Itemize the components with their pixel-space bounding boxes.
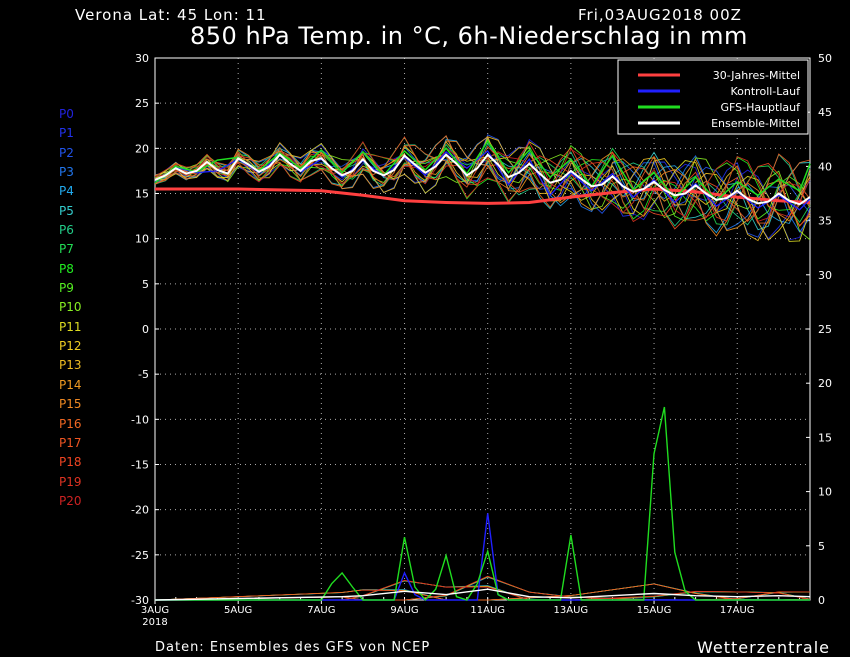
y-tick-label-left: -30 [131, 594, 149, 607]
member-label-p3: P3 [59, 165, 74, 180]
y-tick-label-left: -20 [131, 504, 149, 517]
y-tick-label-left: 0 [142, 323, 149, 336]
member-label-p1: P1 [59, 126, 74, 141]
brand-label: Wetterzentrale [697, 638, 831, 657]
y-tick-label-left: -25 [131, 549, 149, 562]
y-tick-label-left: -15 [131, 459, 149, 472]
member-label-p5: P5 [59, 203, 74, 218]
member-label-p7: P7 [59, 242, 74, 257]
member-label-p15: P15 [59, 397, 82, 412]
member-label-p16: P16 [59, 416, 82, 431]
legend-label: 30-Jahres-Mittel [713, 69, 800, 82]
y-tick-label-right: 40 [818, 160, 832, 173]
y-tick-label-left: 25 [135, 97, 149, 110]
member-label-p19: P19 [59, 474, 82, 489]
x-tick-label: 5AUG [224, 605, 252, 616]
legend-label: Ensemble-Mittel [711, 117, 800, 130]
x-tick-label: 17AUG [720, 605, 755, 616]
member-label-p13: P13 [59, 358, 82, 373]
control-run-line [154, 150, 811, 211]
y-tick-label-left: -5 [138, 368, 149, 381]
member-temp-line [154, 141, 811, 241]
member-label-p9: P9 [59, 281, 74, 296]
y-tick-label-right: 25 [818, 323, 832, 336]
y-tick-label-left: 30 [135, 52, 149, 65]
member-label-p17: P17 [59, 435, 82, 450]
location-label: Verona Lat: 45 Lon: 11 [75, 6, 267, 24]
member-temp-line [154, 144, 811, 230]
y-tick-label-right: 5 [818, 540, 825, 553]
gfs-precip-line [155, 406, 810, 602]
member-label-p11: P11 [59, 319, 82, 334]
y-tick-label-left: 5 [142, 278, 149, 291]
member-label-p6: P6 [59, 223, 74, 238]
y-tick-label-right: 35 [818, 215, 832, 228]
member-label-p18: P18 [59, 455, 82, 470]
gfs-main-run-line [154, 139, 811, 202]
x-tick-sublabel: 2018 [142, 617, 167, 628]
y-tick-label-right: 15 [818, 431, 832, 444]
y-tick-label-right: 30 [818, 269, 832, 282]
x-tick-label: 15AUG [637, 605, 672, 616]
x-tick-label: 3AUG [141, 605, 169, 616]
data-source-label: Daten: Ensembles des GFS von NCEP [155, 640, 431, 655]
y-tick-label-right: 20 [818, 377, 832, 390]
y-tick-label-left: -10 [131, 413, 149, 426]
member-temp-line [154, 141, 811, 223]
x-tick-label: 7AUG [307, 605, 335, 616]
plot-frame [154, 57, 811, 601]
member-label-p8: P8 [59, 261, 74, 276]
legend-label: Kontroll-Lauf [731, 85, 802, 98]
ensemble-precip-line [154, 588, 811, 601]
x-tick-label: 11AUG [470, 605, 505, 616]
ensemble-mean-line [154, 153, 811, 206]
y-tick-label-right: 45 [818, 106, 832, 119]
ensemble-member-list: P0 P1 P2 P3 P4 P5 P6 P7 P8 P9 P10 P11 P12 P13 P14 P15 P1… [59, 105, 82, 511]
member-temp-line [154, 135, 811, 232]
y-tick-label-left: 10 [135, 233, 149, 246]
chart-title: 850 hPa Temp. in °C, 6h-Niederschlag in … [190, 22, 748, 50]
run-date-label: Fri,03AUG2018 00Z [578, 6, 742, 24]
y-tick-label-right: 0 [818, 594, 825, 607]
member-label-p20: P20 [59, 493, 82, 508]
member-label-p2: P2 [59, 145, 74, 160]
member-label-p4: P4 [59, 184, 74, 199]
legend-label: GFS-Hauptlauf [720, 101, 801, 114]
x-tick-label: 9AUG [390, 605, 418, 616]
member-label-p14: P14 [59, 377, 82, 392]
y-tick-label-right: 10 [818, 486, 832, 499]
y-tick-label-right: 50 [818, 52, 832, 65]
y-tick-label-left: 15 [135, 188, 149, 201]
x-tick-label: 13AUG [554, 605, 589, 616]
y-tick-label-left: 20 [135, 142, 149, 155]
member-label-p12: P12 [59, 339, 82, 354]
member-label-p0: P0 [59, 107, 74, 121]
member-label-p10: P10 [59, 300, 82, 315]
member-temp-line [154, 135, 811, 224]
